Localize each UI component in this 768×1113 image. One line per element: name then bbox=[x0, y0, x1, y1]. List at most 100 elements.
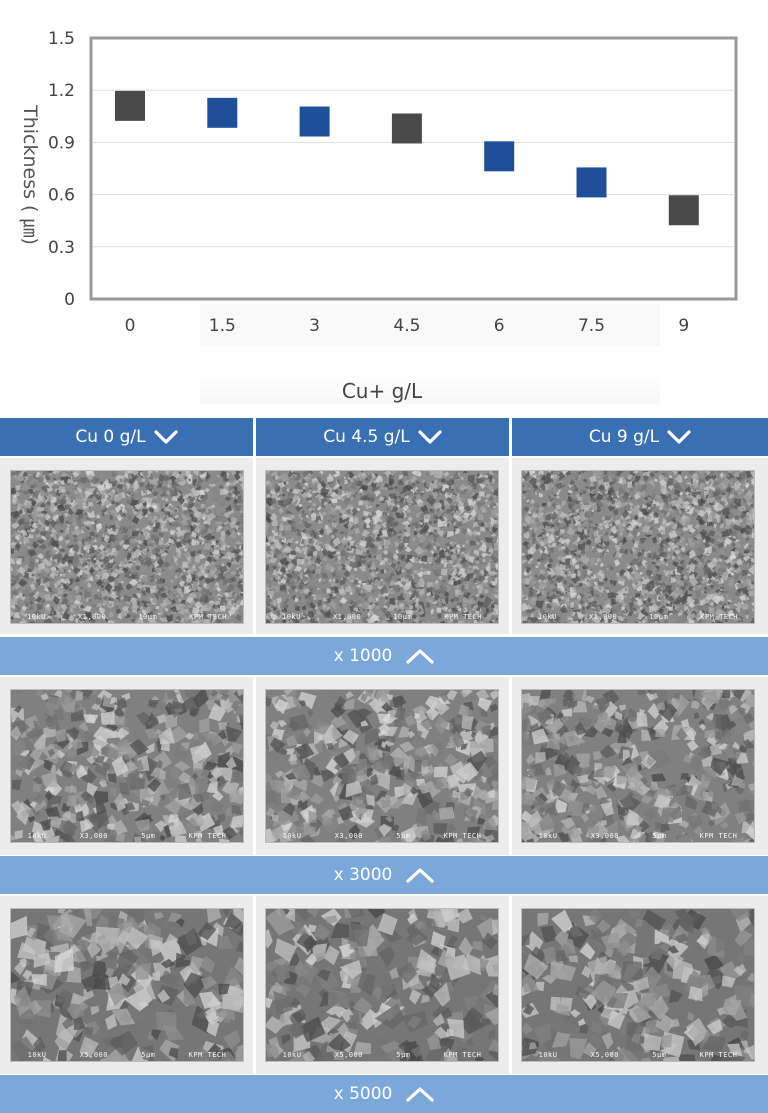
sem-info-kv: 10kU bbox=[282, 613, 301, 621]
x-tick-label: 1.5 bbox=[209, 316, 236, 336]
sem-info-maker: KPM TECH bbox=[189, 613, 227, 621]
sem-micrograph: 10kU X3,000 5μm KPM TECH bbox=[265, 689, 499, 843]
data-points bbox=[115, 90, 699, 226]
data-point bbox=[207, 97, 238, 128]
data-point bbox=[668, 195, 699, 226]
sem-info-scale: 5μm bbox=[396, 832, 411, 840]
y-tick-label: 0 bbox=[64, 290, 75, 310]
data-point bbox=[299, 106, 330, 137]
sem-info-scale: 10μm bbox=[393, 613, 413, 621]
sem-micrograph: 10kU X1,000 10μm KPM TECH bbox=[10, 470, 244, 624]
y-tick-label: 0.3 bbox=[48, 238, 75, 258]
sem-info-scale: 5μm bbox=[652, 1051, 667, 1059]
chevron-up-icon bbox=[406, 867, 434, 883]
chevron-down-icon bbox=[418, 430, 442, 444]
x-tick-label: 4.5 bbox=[393, 316, 420, 336]
sem-info-bar: 10kU X3,000 5μm KPM TECH bbox=[522, 832, 754, 840]
sem-micrograph: 10kU X5,000 5μm KPM TECH bbox=[265, 908, 499, 1062]
magnification-band-1000[interactable]: x 1000 bbox=[0, 637, 768, 675]
y-axis-label: Thickness ( ㎛) bbox=[19, 104, 41, 245]
sem-info-kv: 10kU bbox=[538, 1051, 558, 1059]
sem-info-kv: 10kU bbox=[538, 613, 557, 621]
sem-info-bar: 10kU X1,000 10μm KPM TECH bbox=[266, 613, 498, 621]
sem-info-bar: 10kU X1,000 10μm KPM TECH bbox=[11, 613, 243, 621]
sem-info-kv: 10kU bbox=[27, 613, 46, 621]
band-label: x 1000 bbox=[333, 646, 393, 666]
sem-info-kv: 10kU bbox=[27, 1051, 47, 1059]
sem-info-mag: X1,000 bbox=[588, 613, 618, 621]
y-tick-label: 1.2 bbox=[48, 81, 75, 101]
sem-micrograph: 10kU X1,000 10μm KPM TECH bbox=[265, 470, 499, 624]
x-tick-label: 3 bbox=[309, 316, 320, 336]
sem-info-scale: 5μm bbox=[652, 832, 667, 840]
column-header-label: Cu 9 g/L bbox=[588, 427, 660, 447]
sem-info-scale: 10μm bbox=[138, 613, 158, 621]
sem-info-mag: X5,000 bbox=[334, 1051, 363, 1059]
sem-info-mag: X5,000 bbox=[590, 1051, 619, 1059]
column-header-cu-4-5[interactable]: Cu 4.5 g/L bbox=[256, 418, 509, 456]
sem-info-mag: X3,000 bbox=[79, 832, 108, 840]
sem-info-bar: 10kU X3,000 5μm KPM TECH bbox=[11, 832, 243, 840]
x-tick-label: 9 bbox=[678, 316, 689, 336]
x-tick-label: 6 bbox=[494, 316, 505, 336]
thickness-chart: 1.5 1.2 0.9 0.6 0.3 0 0 1.5 3 4.5 6 7.5 9 Thickness… bbox=[19, 29, 738, 404]
column-header-cu-0[interactable]: Cu 0 g/L bbox=[0, 418, 253, 456]
sem-micrograph: 10kU X3,000 5μm KPM TECH bbox=[521, 689, 755, 843]
sem-info-maker: KPM TECH bbox=[699, 1051, 738, 1059]
sem-info-maker: KPM TECH bbox=[443, 1051, 482, 1059]
data-point bbox=[115, 90, 145, 121]
x-tick-band bbox=[200, 304, 660, 346]
sem-info-maker: KPM TECH bbox=[188, 832, 227, 840]
x-axis-label: Cu+ g/L bbox=[342, 379, 423, 403]
sem-info-bar: 10kU X3,000 5μm KPM TECH bbox=[266, 832, 498, 840]
x-label-band bbox=[200, 374, 660, 404]
sem-micrograph: 10kU X5,000 5μm KPM TECH bbox=[10, 908, 244, 1062]
sem-micrograph: 10kU X5,000 5μm KPM TECH bbox=[521, 908, 755, 1062]
y-tick-label: 0.6 bbox=[48, 186, 75, 206]
magnification-band-5000[interactable]: x 5000 bbox=[0, 1075, 768, 1113]
sem-info-scale: 10μm bbox=[649, 613, 669, 621]
sem-info-scale: 5μm bbox=[141, 1051, 156, 1059]
data-point bbox=[576, 167, 607, 198]
sem-micrograph: 10kU X1,000 10μm KPM TECH bbox=[521, 470, 755, 624]
band-label: x 3000 bbox=[333, 865, 393, 885]
sem-info-maker: KPM TECH bbox=[188, 1051, 227, 1059]
sem-info-maker: KPM TECH bbox=[700, 613, 738, 621]
column-header-cu-9[interactable]: Cu 9 g/L bbox=[512, 418, 768, 456]
chevron-down-icon bbox=[154, 430, 178, 444]
sem-info-bar: 10kU X5,000 5μm KPM TECH bbox=[11, 1051, 243, 1059]
sem-info-mag: X1,000 bbox=[332, 613, 362, 621]
x-tick-label: 0 bbox=[125, 316, 136, 336]
sem-info-bar: 10kU X5,000 5μm KPM TECH bbox=[266, 1051, 498, 1059]
x-tick-label: 7.5 bbox=[578, 316, 605, 336]
sem-info-mag: X5,000 bbox=[79, 1051, 108, 1059]
sem-info-kv: 10kU bbox=[27, 832, 47, 840]
sem-info-scale: 5μm bbox=[396, 1051, 411, 1059]
data-point bbox=[484, 141, 515, 172]
y-tick-labels: 1.5 1.2 0.9 0.6 0.3 0 bbox=[48, 29, 75, 310]
x-tick-labels: 0 1.5 3 4.5 6 7.5 9 bbox=[125, 316, 690, 336]
sem-info-mag: X3,000 bbox=[590, 832, 619, 840]
column-header-label: Cu 4.5 g/L bbox=[323, 427, 410, 447]
sem-info-maker: KPM TECH bbox=[444, 613, 482, 621]
sem-info-mag: X1,000 bbox=[77, 613, 107, 621]
sem-info-kv: 10kU bbox=[538, 832, 558, 840]
magnification-band-3000[interactable]: x 3000 bbox=[0, 856, 768, 894]
sem-info-maker: KPM TECH bbox=[443, 832, 482, 840]
chevron-up-icon bbox=[406, 648, 434, 664]
y-tick-label: 0.9 bbox=[48, 133, 75, 153]
sem-info-scale: 5μm bbox=[141, 832, 156, 840]
sem-info-kv: 10kU bbox=[282, 1051, 302, 1059]
band-label: x 5000 bbox=[333, 1084, 393, 1104]
data-point bbox=[391, 113, 422, 144]
plot-frame bbox=[89, 36, 738, 301]
y-tick-label: 1.5 bbox=[48, 29, 75, 49]
column-header-label: Cu 0 g/L bbox=[75, 427, 146, 447]
chevron-up-icon bbox=[406, 1086, 434, 1102]
chevron-down-icon bbox=[667, 430, 691, 444]
sem-info-bar: 10kU X5,000 5μm KPM TECH bbox=[522, 1051, 754, 1059]
sem-info-bar: 10kU X1,000 10μm KPM TECH bbox=[522, 613, 754, 621]
sem-info-maker: KPM TECH bbox=[699, 832, 738, 840]
sem-info-mag: X3,000 bbox=[334, 832, 363, 840]
sem-info-kv: 10kU bbox=[282, 832, 302, 840]
